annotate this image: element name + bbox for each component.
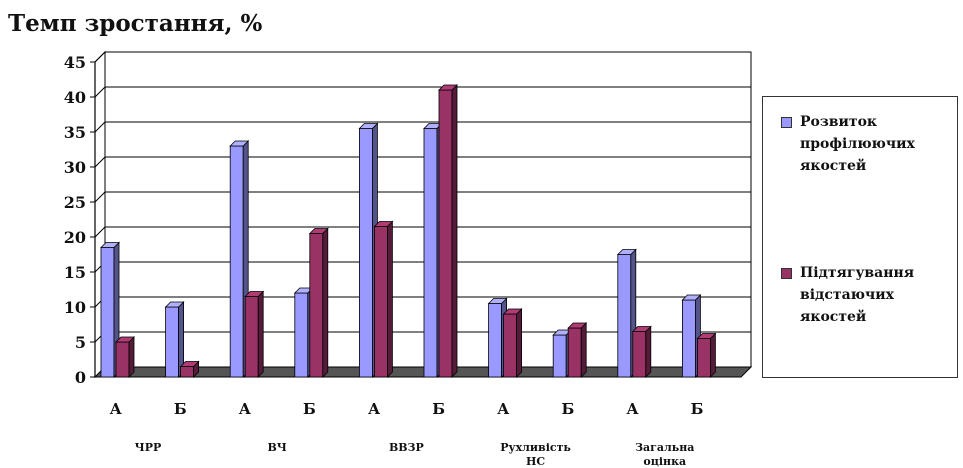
x-tick-label: А	[497, 400, 510, 418]
y-tick-label: 25	[64, 193, 86, 212]
gridline	[94, 156, 751, 168]
bar-series-1	[552, 334, 567, 378]
legend-swatch-series-1	[781, 117, 792, 128]
bar-series-2	[503, 313, 518, 378]
bar-side-series-2	[451, 84, 458, 378]
bar-side-series-2	[322, 227, 329, 378]
y-tick-label: 0	[75, 368, 86, 387]
gridline	[94, 51, 751, 63]
gridline	[94, 86, 751, 98]
bar-series-1	[165, 306, 180, 378]
bar-top-series-1	[164, 301, 185, 308]
bar-top-series-2	[373, 221, 394, 227]
x-tick-label: Б	[691, 400, 704, 418]
gridline	[94, 226, 751, 238]
y-tick-label: 20	[64, 228, 86, 247]
x-tick-label: А	[368, 400, 381, 418]
bar-top-series-2	[696, 333, 717, 339]
legend-swatch-series-2	[781, 268, 792, 279]
y-tick-labels: 0 5 10 15 20 25 30 35 40 45	[64, 53, 86, 387]
x-tick-label: А	[110, 400, 123, 418]
chart-walls	[93, 50, 753, 379]
group-label: ЧРР	[135, 441, 162, 454]
group-label: Рухливість	[500, 441, 571, 454]
y-tick-label: 40	[64, 88, 86, 107]
bar-top-series-2	[502, 308, 523, 315]
bar-top-series-2	[179, 361, 200, 367]
group-label: НС	[526, 455, 545, 468]
x-tick-label: Б	[432, 400, 445, 418]
bar-series-2	[438, 89, 453, 378]
group-label: ВЧ	[268, 441, 287, 454]
bar-series-2	[697, 338, 711, 378]
legend: Розвиток профілюючих якостей Підтягуванн…	[762, 96, 958, 378]
bar-top-series-1	[681, 294, 702, 301]
bar-series-2	[115, 341, 130, 378]
x-tick-label: Б	[561, 400, 574, 418]
bar-series-1	[229, 145, 244, 378]
y-tick-label: 30	[64, 158, 86, 177]
bars	[100, 84, 717, 378]
gridline	[94, 121, 751, 133]
legend-item-series-1: Розвиток профілюючих якостей	[781, 111, 950, 177]
bar-series-1	[100, 247, 115, 378]
bar-series-1	[294, 292, 309, 378]
bar-series-1	[682, 299, 696, 378]
group-label: оцінка	[643, 455, 686, 468]
bar-side-series-2	[580, 322, 587, 378]
bar-series-1	[488, 303, 503, 378]
bar-side-series-2	[710, 332, 716, 378]
bar-series-2	[309, 233, 324, 378]
y-tick-label: 5	[75, 333, 86, 352]
x-tick-label: А	[239, 400, 252, 418]
bar-side-series-2	[645, 325, 652, 378]
bar-top-series-1	[229, 140, 250, 147]
bar-top-series-2	[631, 326, 652, 332]
bar-top-series-2	[308, 228, 329, 234]
legend-label-series-1: Розвиток профілюючих якостей	[800, 114, 915, 174]
chart-title: Темп зростання, %	[8, 10, 263, 37]
bar-top-series-2	[438, 84, 458, 91]
bar-series-1	[358, 128, 373, 378]
group-label: Загальна	[635, 441, 694, 454]
bar-side-series-2	[257, 290, 264, 378]
x-tick-label: А	[626, 400, 639, 418]
bar-top-series-1	[100, 242, 120, 248]
y-tick-label: 15	[64, 263, 86, 282]
y-tick-label: 10	[64, 298, 86, 317]
bar-side-series-2	[128, 336, 135, 378]
y-tick-label: 35	[64, 123, 86, 142]
bar-series-2	[632, 331, 647, 378]
bar-side-series-2	[516, 308, 522, 378]
legend-item-series-2: Підтягування відстаючих якостей	[781, 262, 950, 328]
bar-series-2	[567, 327, 582, 378]
bar-series-1	[423, 128, 438, 378]
bar-top-series-2	[244, 291, 265, 297]
bar-top-series-2	[567, 322, 588, 329]
group-label: ВВЗР	[389, 441, 424, 454]
bar-series-2	[244, 296, 259, 378]
bar-top-series-1	[487, 298, 508, 304]
y-axis	[90, 61, 96, 378]
legend-label-series-2: Підтягування відстаючих якостей	[800, 265, 915, 325]
x-tick-label: Б	[303, 400, 316, 418]
x-tick-label: Б	[174, 400, 187, 418]
bar-top-series-1	[358, 123, 379, 129]
bar-series-2	[180, 366, 195, 378]
bar-series-2	[373, 226, 388, 378]
gridline	[94, 191, 751, 203]
bar-side-series-2	[386, 220, 393, 378]
y-tick-label: 45	[64, 53, 86, 72]
bar-top-series-1	[616, 249, 637, 255]
bar-series-1	[617, 254, 632, 378]
bar-top-series-2	[115, 336, 135, 343]
